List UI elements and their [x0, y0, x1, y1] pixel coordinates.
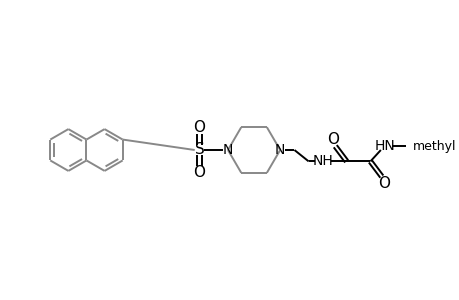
- Text: N: N: [222, 143, 233, 157]
- Text: O: O: [193, 165, 205, 180]
- Text: S: S: [194, 142, 204, 158]
- Text: HN: HN: [374, 139, 394, 153]
- Text: O: O: [193, 120, 205, 135]
- Text: methyl: methyl: [412, 140, 456, 153]
- Text: N: N: [274, 143, 285, 157]
- Text: O: O: [327, 132, 339, 147]
- Text: NH: NH: [312, 154, 333, 168]
- Text: O: O: [377, 176, 389, 191]
